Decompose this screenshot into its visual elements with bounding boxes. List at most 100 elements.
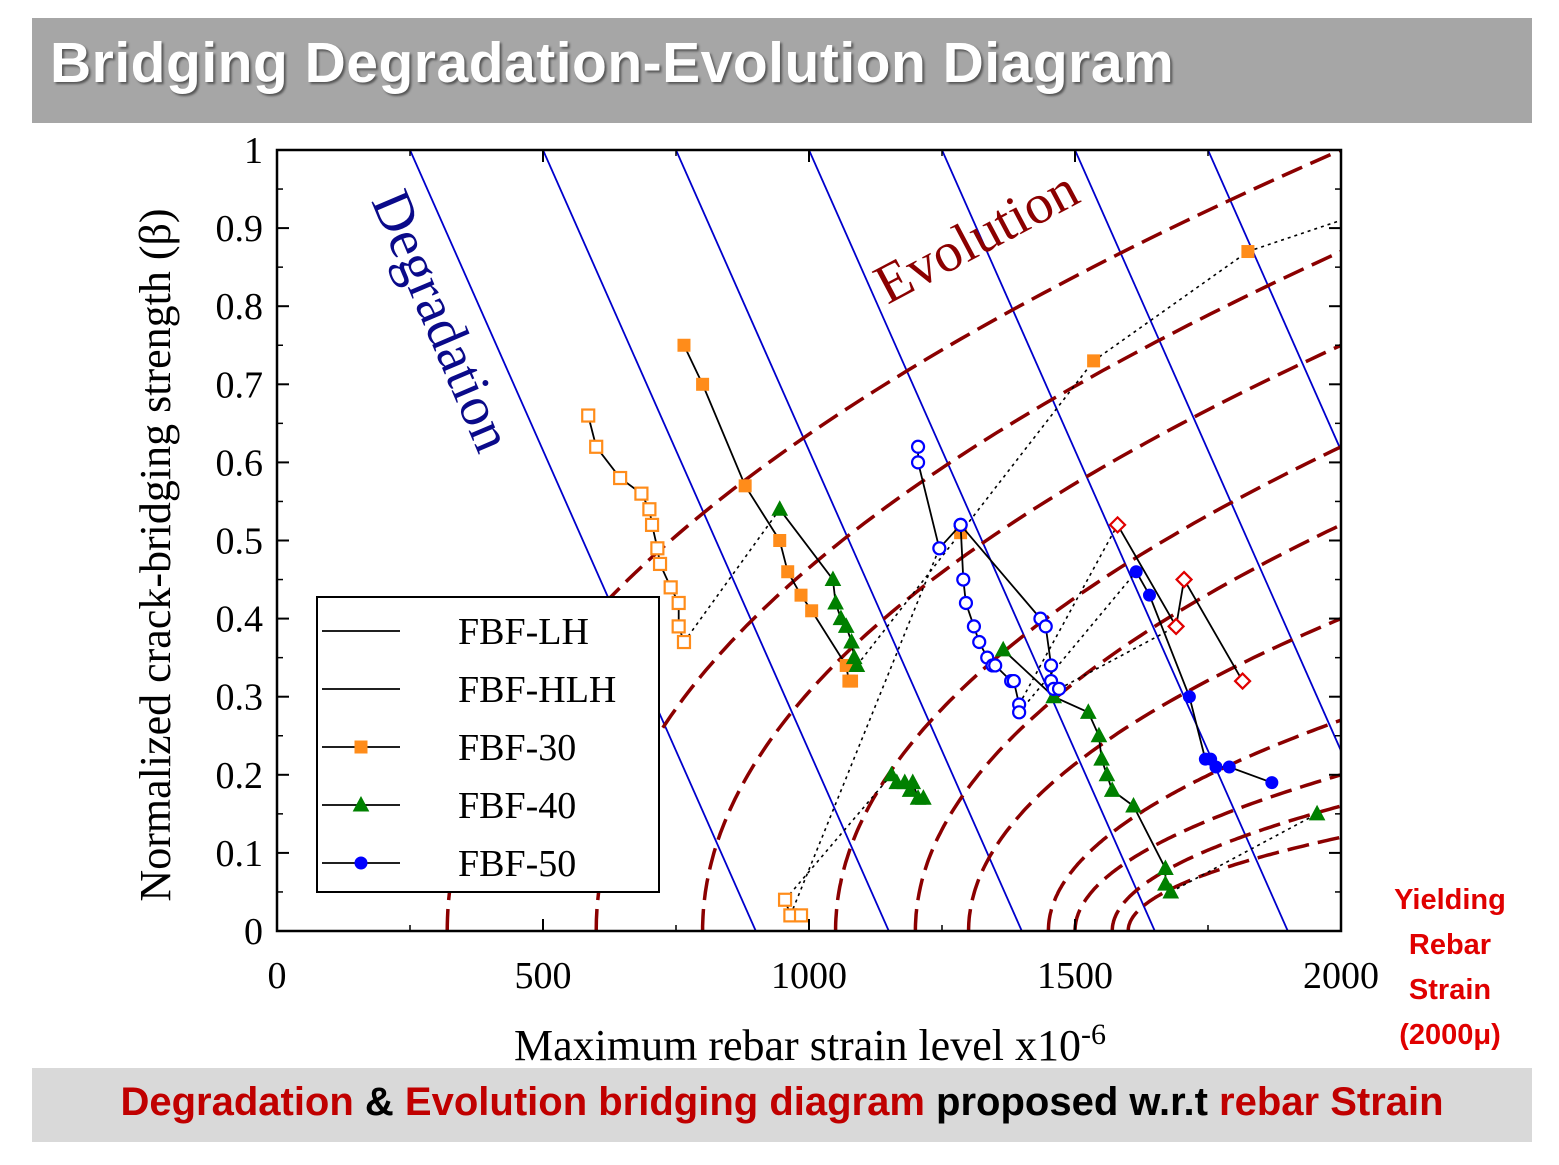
x-tick-label: 2000	[1303, 955, 1379, 997]
fbf-lh-3-point	[652, 556, 668, 572]
fbf-30-1-point	[696, 377, 710, 391]
y-tick-label: 0.3	[216, 677, 264, 719]
y-tick-label: 0.5	[216, 521, 264, 563]
y-tick-label: 0.2	[216, 755, 264, 797]
fbf-40-7-point	[1079, 703, 1097, 719]
fbf-lh-4-point	[793, 908, 809, 923]
dotted-link-6	[1093, 250, 1249, 362]
yielding-note-line1: Yielding	[1394, 884, 1506, 916]
fbf-hlh-9-point	[966, 619, 982, 634]
fbf-50-11-point	[1265, 776, 1279, 790]
fbf-30-1-point	[677, 338, 691, 352]
legend-label: FBF-40	[458, 785, 576, 827]
evolution-curve-3	[700, 343, 1341, 931]
fbf-50-11-point	[1209, 760, 1223, 774]
footer-part1: Degradation	[120, 1080, 354, 1124]
fbf-40-7-point	[1093, 750, 1110, 766]
fbf-hlh-10-point	[953, 517, 968, 532]
dotted-link-8	[1018, 524, 1119, 705]
fbf-30-1-point	[794, 588, 808, 602]
fbf-40-5-point	[848, 656, 866, 672]
fbf-30-1-line	[683, 344, 852, 682]
x-tick-label: 0	[268, 955, 287, 997]
fbf-hlh-9-point	[988, 658, 1003, 673]
footer-bar: Degradation & Evolution bridging diagram…	[32, 1068, 1532, 1142]
fbf-hlh-9-point	[910, 455, 926, 470]
y-tick-label: 0.7	[216, 364, 264, 406]
fbf-30-1-point	[773, 534, 787, 547]
evolution-curve-6	[966, 616, 1341, 931]
unlabeled-12-line	[1116, 524, 1244, 682]
x-tick-label: 1000	[771, 955, 847, 997]
legend-marker	[354, 740, 368, 754]
fbf-lh-4-point	[777, 892, 793, 907]
fbf-lh-3-point	[663, 580, 678, 595]
footer-part4: proposed w.r.t	[924, 1080, 1220, 1124]
evolution-curve-4	[833, 445, 1341, 931]
series-group	[581, 245, 1326, 923]
degradation-line-1	[409, 150, 757, 931]
fbf-lh-3-point	[676, 634, 692, 650]
unlabeled-12-point	[1167, 617, 1186, 636]
fbf-lh-3-point	[671, 619, 686, 634]
degradation-line-4	[808, 150, 1156, 931]
title-bar: Bridging Degradation-Evolution Diagram	[32, 18, 1532, 123]
fbf-50-11-point	[1222, 760, 1236, 774]
dotted-link-4	[856, 532, 962, 666]
fbf-hlh-9-point	[956, 572, 971, 587]
degradation-line-7	[1207, 150, 1341, 453]
dotted-link-3	[789, 548, 941, 916]
footer-part2: &	[353, 1080, 405, 1124]
x-tick-label: 1500	[1037, 955, 1113, 997]
fbf-40-8-point	[1308, 804, 1326, 821]
evolution-curve-5	[913, 523, 1341, 931]
fbf-hlh-9-point	[1006, 673, 1021, 689]
fbf-50-11-point	[1182, 690, 1196, 704]
footer-part3: Evolution bridging diagram	[404, 1080, 925, 1124]
fbf-30-1-point	[805, 604, 819, 618]
y-tick-label: 0.4	[216, 599, 264, 641]
footer-caption: Degradation & Evolution bridging diagram…	[32, 1080, 1532, 1125]
legend-marker	[354, 856, 368, 870]
fbf-hlh-9-point	[972, 634, 987, 650]
fbf-hlh-10-point	[1043, 658, 1059, 673]
fbf-30-2-point	[1087, 354, 1101, 368]
fbf-40-7-line	[1002, 649, 1172, 893]
yielding-note-line2: Rebar	[1408, 929, 1492, 961]
fbf-hlh-9-point	[910, 439, 926, 454]
fbf-lh-3-point	[650, 541, 665, 556]
yielding-note-line3: Strain	[1408, 974, 1492, 1006]
fbf-lh-3-point	[589, 439, 604, 454]
fbf-50-11-point	[1129, 565, 1143, 579]
y-tick-label: 1	[244, 130, 263, 172]
legend: FBF-LH FBF-HLH FBF-30 FBF-40 FBF-50	[316, 596, 660, 893]
legend-label: FBF-HLH	[458, 669, 616, 711]
degradation-line-2	[542, 150, 890, 931]
fbf-40-7-point	[1103, 781, 1121, 797]
degradation-line-3	[675, 150, 1023, 931]
legend-label: FBF-30	[458, 727, 576, 769]
fbf-hlh-9-point	[1012, 705, 1027, 720]
y-tick-label: 0.9	[216, 208, 264, 250]
fbf-40-7-point	[1157, 859, 1174, 876]
fbf-lh-3-point	[634, 486, 649, 501]
dotted-link-7	[1247, 219, 1341, 253]
evolution-curve-2	[594, 249, 1341, 931]
fbf-40-5-point	[771, 500, 789, 516]
unlabeled-12-point	[1108, 515, 1127, 534]
fbf-40-6-point	[915, 789, 932, 805]
fbf-hlh-9-point	[932, 541, 947, 556]
legend-box	[316, 596, 660, 893]
unlabeled-12-point	[1175, 570, 1194, 589]
dotted-link-10	[1058, 625, 1177, 690]
fbf-40-7-point	[1098, 765, 1116, 782]
dotted-links	[683, 219, 1341, 916]
legend-label: FBF-50	[458, 843, 576, 885]
fbf-40-7-point	[994, 640, 1012, 657]
x-axis-label-text: Maximum rebar strain level x10	[514, 1021, 1081, 1070]
fbf-40-6-point	[904, 773, 922, 790]
fbf-lh-3-point	[642, 502, 657, 517]
y-tick-label: 0	[244, 911, 263, 953]
degradation-line-6	[1074, 150, 1341, 753]
